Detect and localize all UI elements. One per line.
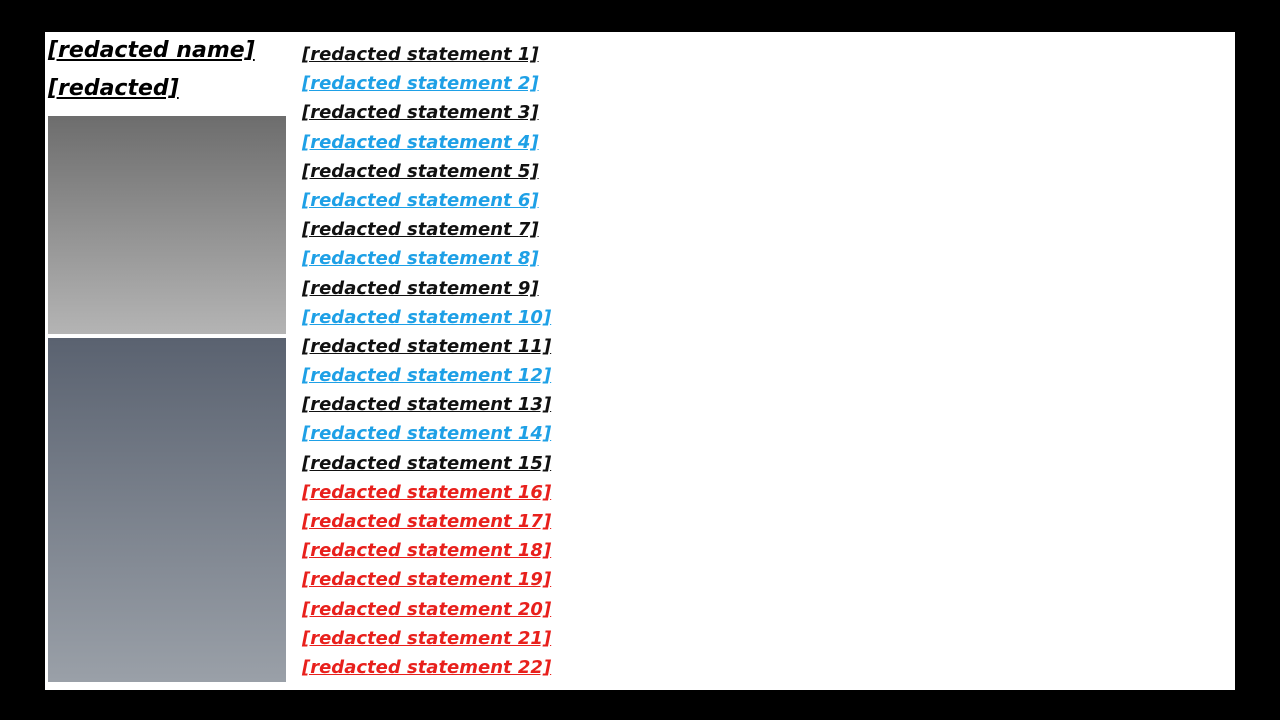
- statement-line: [redacted statement 5]: [302, 160, 539, 182]
- statement-line: [redacted statement 6]: [302, 189, 539, 211]
- caption-line-2: [redacted]: [48, 76, 179, 101]
- photo-placeholder-top: [48, 116, 286, 334]
- statement-list: [redacted statement 1] [redacted statemen…: [302, 40, 551, 682]
- statement-line: [redacted statement 7]: [302, 219, 539, 241]
- statement-line: [redacted statement 2]: [302, 73, 539, 95]
- statement-line: [redacted statement 16]: [302, 481, 552, 503]
- statement-line: [redacted statement 12]: [302, 365, 552, 387]
- statement-line: [redacted statement 21]: [302, 627, 552, 649]
- statement-line: [redacted statement 18]: [302, 540, 552, 562]
- statement-line: [redacted statement 17]: [302, 511, 552, 532]
- statement-line: [redacted statement 20]: [302, 598, 552, 620]
- statement-line: [redacted statement 14]: [302, 423, 552, 445]
- caption-line-1: [redacted name]: [48, 38, 255, 63]
- statement-line: [redacted statement 13]: [302, 394, 552, 416]
- statement-line: [redacted statement 9]: [302, 277, 539, 299]
- statement-line: [redacted statement 11]: [302, 335, 552, 357]
- statement-line: [redacted statement 19]: [302, 569, 552, 591]
- statement-line: [redacted statement 1]: [302, 44, 539, 65]
- statement-line: [redacted statement 3]: [302, 102, 539, 124]
- statement-line: [redacted statement 4]: [302, 131, 539, 153]
- statement-line: [redacted statement 8]: [302, 248, 539, 270]
- statement-line: [redacted statement 10]: [302, 306, 552, 328]
- statement-line: [redacted statement 15]: [302, 452, 552, 474]
- photo-placeholder-bottom: [48, 338, 286, 682]
- content-panel: [redacted name] [redacted] [redacted sta…: [45, 32, 1235, 690]
- statement-line: [redacted statement 22]: [302, 656, 552, 678]
